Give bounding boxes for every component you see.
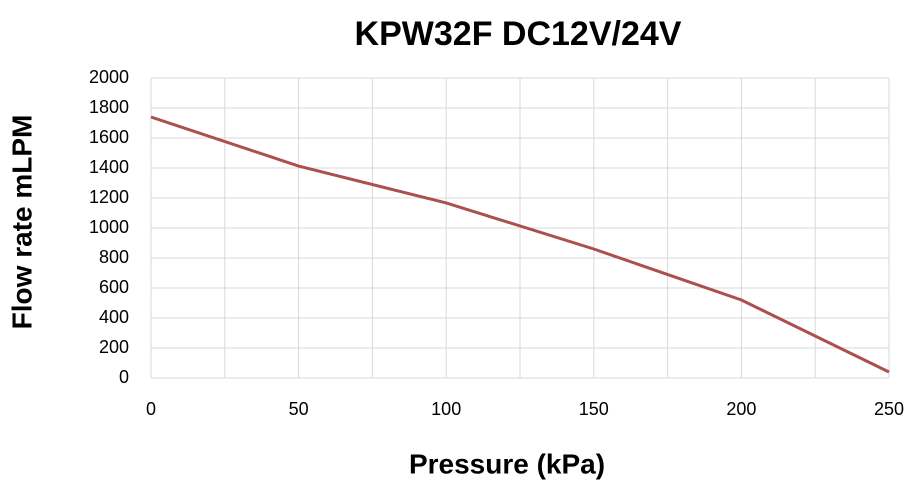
grid <box>150 77 890 379</box>
y-axis-label: Flow rate mLPM <box>6 115 37 330</box>
x-tick-label: 200 <box>726 399 756 419</box>
data-line <box>150 115 890 374</box>
x-tick-label: 0 <box>146 399 156 419</box>
y-tick-label: 200 <box>99 337 129 357</box>
y-tick-label: 1000 <box>89 217 129 237</box>
chart-title: KPW32F DC12V/24V <box>355 15 682 53</box>
y-tick-label: 600 <box>99 277 129 297</box>
x-tick-label: 150 <box>579 399 609 419</box>
x-tick-label: 100 <box>431 399 461 419</box>
y-tick-label: 1800 <box>89 97 129 117</box>
y-tick-label: 2000 <box>89 67 129 87</box>
x-axis-label: Pressure (kPa) <box>409 448 605 479</box>
x-tick-label: 250 <box>874 399 904 419</box>
y-tick-label: 800 <box>99 247 129 267</box>
x-tick-label: 50 <box>289 399 309 419</box>
y-tick-label: 1600 <box>89 127 129 147</box>
y-tick-label: 0 <box>119 367 129 387</box>
y-tick-label: 1200 <box>89 187 129 207</box>
y-tick-label: 1400 <box>89 157 129 177</box>
y-tick-label: 400 <box>99 307 129 327</box>
